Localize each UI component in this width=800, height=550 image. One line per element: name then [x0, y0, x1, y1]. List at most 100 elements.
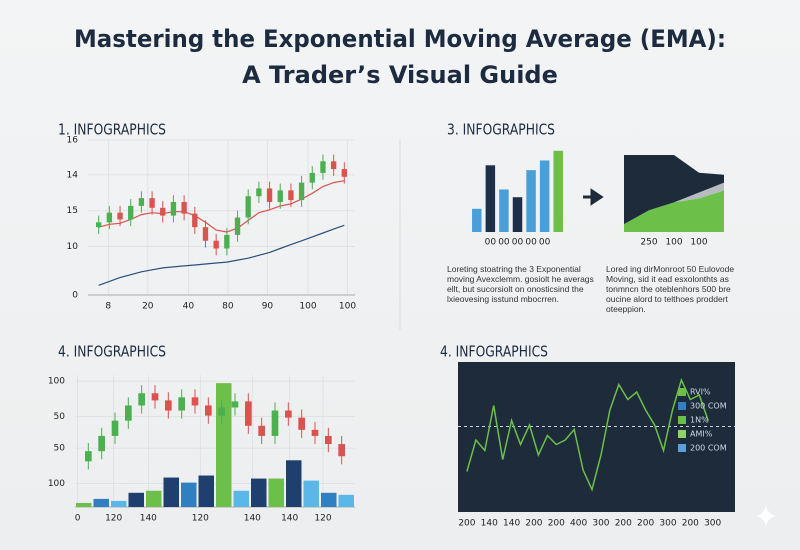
- candle-body: [192, 213, 198, 228]
- x-tick-label: 00: [525, 238, 537, 248]
- candle-body: [165, 400, 172, 411]
- candle-body: [341, 169, 347, 177]
- candle-body: [98, 435, 105, 452]
- chart-title: 4. INFOGRAPHICS: [440, 343, 548, 361]
- y-tick-label: 14: [67, 170, 79, 180]
- x-tick-label: 140: [481, 519, 498, 529]
- candle-body: [213, 240, 219, 249]
- bar: [485, 165, 496, 232]
- x-tick-label: 200: [548, 519, 565, 529]
- candle-body: [181, 202, 187, 214]
- bar: [472, 208, 482, 232]
- candle-body: [106, 212, 113, 223]
- caption: Lored ing dirMonroot 50 Eulovode Moving,…: [606, 264, 735, 314]
- volume-bar: [111, 500, 127, 507]
- x-tick-label: 100: [299, 302, 316, 312]
- x-tick-label: 200: [615, 519, 632, 529]
- x-tick-label: 140: [281, 514, 298, 524]
- candle-body: [298, 182, 305, 201]
- line-series: [466, 377, 709, 492]
- x-tick-label: 100: [690, 238, 707, 248]
- candle-body: [205, 405, 212, 416]
- candle-body: [266, 188, 273, 202]
- legend-swatch: [678, 388, 686, 396]
- x-tick-label: 120: [105, 514, 122, 524]
- candle-body: [128, 205, 134, 220]
- y-tick-label: 15: [67, 206, 78, 216]
- candle-body: [117, 212, 123, 220]
- candle-body: [245, 196, 251, 218]
- x-tick-label: 250: [640, 238, 657, 248]
- x-tick-label: 0: [75, 514, 81, 524]
- candle-body: [149, 198, 155, 208]
- legend-swatch: [678, 416, 686, 424]
- candle-body: [231, 401, 239, 408]
- x-tick-label: 80: [222, 302, 234, 312]
- volume-bar: [76, 502, 92, 507]
- candle-body: [271, 410, 279, 436]
- candle-body: [285, 410, 292, 418]
- volume-bar: [93, 498, 109, 507]
- bar: [553, 150, 563, 232]
- candle-body: [224, 234, 230, 249]
- chart-title: 3. INFOGRAPHICS: [447, 121, 555, 139]
- x-tick-label: 300: [659, 519, 676, 529]
- line-series: [98, 224, 345, 286]
- bar: [539, 160, 550, 232]
- caption: Loreting stoatring the 3 Exponential mov…: [447, 264, 594, 304]
- candle-body: [111, 420, 119, 436]
- candle-body: [298, 417, 305, 430]
- x-tick-label: 120: [314, 514, 331, 524]
- volume-bar: [286, 460, 302, 507]
- candle-body: [338, 444, 345, 457]
- y-tick-label: 100: [48, 377, 65, 387]
- x-tick-label: 8: [105, 302, 111, 312]
- volume-bar: [163, 477, 179, 507]
- sparkle-icon: [756, 506, 776, 526]
- volume-bar: [338, 494, 354, 507]
- y-tick-label: 100: [48, 479, 65, 489]
- candle-body: [151, 393, 159, 401]
- plot-background: [458, 362, 735, 512]
- area-series: [624, 190, 724, 232]
- x-tick-label: 00: [485, 238, 497, 248]
- volume-bar: [303, 480, 319, 507]
- legend-label: RVI%: [690, 388, 711, 397]
- bar: [526, 170, 536, 232]
- x-tick-label: 100: [665, 238, 682, 248]
- legend-label: 300 COM: [690, 402, 727, 411]
- candle-body: [202, 227, 209, 241]
- x-tick-label: 90: [262, 302, 274, 312]
- x-tick-label: 00: [512, 238, 524, 248]
- volume-bar: [128, 492, 144, 507]
- page-title: Mastering the Exponential Moving Average…: [74, 25, 726, 53]
- x-tick-label: 300: [592, 519, 609, 529]
- candle-body: [245, 401, 252, 426]
- page-subtitle: A Trader’s Visual Guide: [242, 61, 558, 89]
- candle-body: [234, 217, 241, 235]
- candle-body: [277, 190, 283, 202]
- candle-body: [311, 429, 319, 436]
- legend-label: 1N%: [690, 416, 709, 425]
- x-tick-label: 200: [682, 519, 699, 529]
- y-tick-label: 10: [67, 242, 79, 252]
- x-tick-label: 200: [525, 519, 542, 529]
- candle-body: [309, 172, 315, 183]
- area-series: [624, 154, 724, 225]
- x-tick-label: 40: [183, 302, 195, 312]
- x-tick-label: 00: [539, 238, 551, 248]
- x-tick-label: 120: [192, 514, 209, 524]
- candle-body: [125, 405, 132, 421]
- candle-body: [96, 222, 102, 228]
- legend-swatch: [678, 402, 686, 410]
- area-series: [624, 182, 724, 225]
- candle-body: [138, 393, 145, 406]
- chart-title: 1. INFOGRAPHICS: [58, 121, 166, 139]
- volume-bar: [216, 383, 232, 507]
- volume-bar: [146, 490, 162, 507]
- volume-bar: [198, 475, 214, 507]
- x-tick-label: 140: [244, 514, 261, 524]
- x-tick-label: 200: [458, 519, 475, 529]
